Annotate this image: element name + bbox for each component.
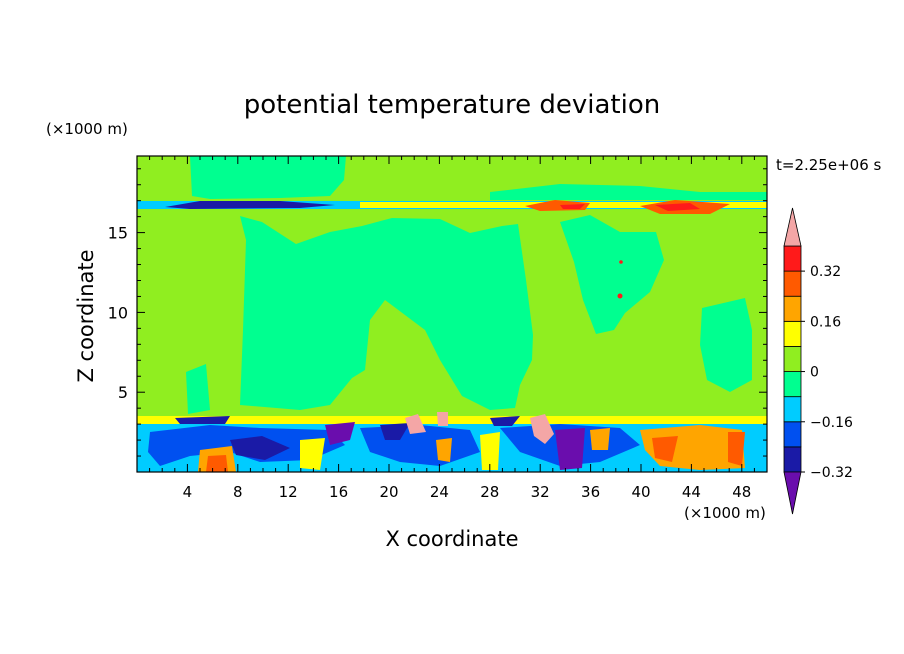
colorbar-swatch — [783, 320, 802, 347]
y-tick-label: 15 — [108, 224, 128, 243]
colorbar-swatch — [783, 346, 802, 372]
colorbar-label: −0.32 — [810, 465, 853, 481]
colorbar-swatch — [783, 295, 802, 322]
warm-patch-upper-right — [490, 184, 767, 200]
colorbar: 0.32 0.16 0 −0.16 −0.32 — [783, 207, 853, 515]
deep-cold-e — [490, 416, 520, 426]
colorbar-label: −0.16 — [810, 415, 853, 431]
warm-cell-right-core — [652, 436, 678, 462]
colorbar-label: 0.32 — [810, 264, 841, 280]
boundary-layer-top-strip — [137, 416, 767, 424]
deep-cold-b — [325, 422, 355, 445]
x-tick-label: 4 — [183, 483, 193, 501]
deep-cold-c — [555, 428, 585, 470]
warm-region-upper-right — [560, 215, 664, 334]
deep-cold-f — [175, 416, 230, 424]
x-tick-label: 32 — [531, 483, 550, 501]
chart-title: potential temperature deviation — [244, 90, 660, 120]
extreme-warm-a — [405, 414, 426, 434]
warm-cell-mid-c — [436, 438, 452, 462]
extreme-warm-b — [437, 412, 448, 426]
colorbar-label: 0 — [810, 365, 819, 381]
warm-cell-mid-b — [480, 432, 500, 470]
contour-field — [137, 156, 767, 472]
x-tick-label: 16 — [329, 483, 348, 501]
warm-cell-mid-d — [590, 428, 610, 450]
y-tick-label: 10 — [108, 303, 128, 322]
y-axis-label: Z coordinate — [74, 249, 98, 382]
x-tick-label: 12 — [279, 483, 298, 501]
tropopause-cold-core — [165, 201, 335, 209]
colorbar-min-extension — [783, 471, 802, 515]
colorbar-label: 0.16 — [810, 314, 841, 330]
x-unit-label: (×1000 m) — [684, 504, 766, 522]
warm-column-right — [700, 298, 752, 392]
colorbar-swatch — [783, 245, 802, 272]
x-tick-label: 36 — [581, 483, 600, 501]
warm-plume-mid — [240, 216, 533, 410]
colorbar-swatch — [783, 371, 802, 398]
warm-dot-a — [617, 293, 623, 299]
deep-cold-d — [380, 423, 410, 440]
x-tick-label: 40 — [631, 483, 650, 501]
x-tick-label: 44 — [682, 483, 701, 501]
warm-dot-b — [619, 260, 623, 264]
y-tick-label: 5 — [118, 383, 128, 402]
y-unit-label: (×1000 m) — [46, 120, 128, 138]
x-tick-label: 24 — [430, 483, 449, 501]
x-tick-label: 8 — [233, 483, 243, 501]
colorbar-swatch — [783, 396, 802, 423]
warm-strip-left — [186, 364, 210, 414]
warm-cell-left-core — [206, 455, 228, 472]
x-tick-label: 28 — [480, 483, 499, 501]
warm-cell-mid-a — [300, 438, 325, 470]
extreme-warm-c — [530, 414, 554, 444]
x-tick-label: 48 — [732, 483, 751, 501]
x-axis-label: X coordinate — [385, 527, 518, 551]
warm-cell-right-core-b — [728, 432, 745, 466]
y-ticks: 5 10 15 — [108, 168, 767, 457]
colorbar-swatch — [783, 446, 802, 473]
colorbar-max-extension — [783, 207, 802, 247]
tropopause-hot-a — [560, 204, 585, 209]
colorbar-swatch — [783, 421, 802, 448]
colorbar-swatch — [783, 270, 802, 297]
deep-cold-a — [230, 436, 290, 460]
warm-patch-upper-left — [190, 156, 346, 199]
x-tick-label: 20 — [379, 483, 398, 501]
time-label: t=2.25e+06 s — [776, 156, 882, 174]
tropopause-hot-b — [655, 203, 700, 211]
x-ticks: 4 8 12 16 20 24 28 32 36 40 44 48 — [149, 156, 755, 501]
